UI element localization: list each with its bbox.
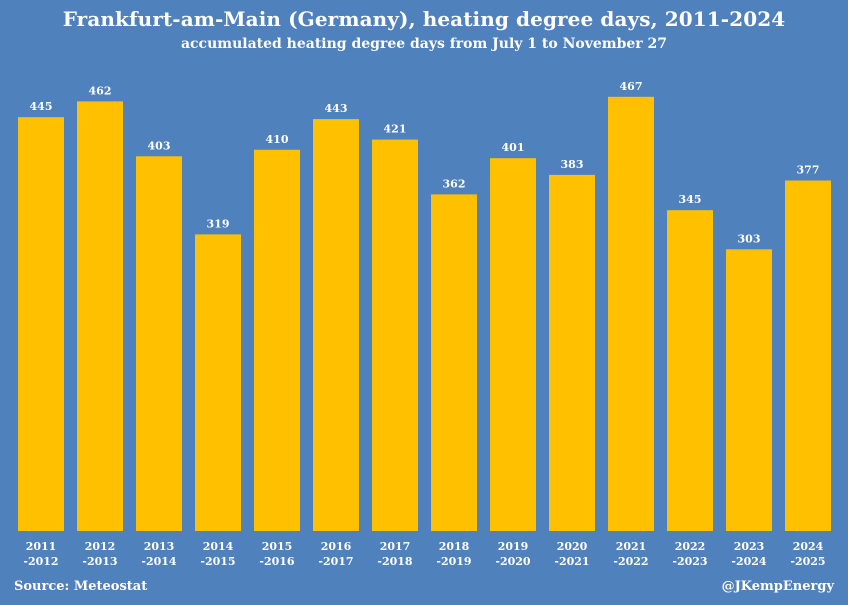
x-tick-label-2018: 2018 -2019 — [436, 540, 471, 568]
bar-2022 — [667, 210, 713, 531]
bar-2017 — [372, 139, 418, 531]
data-label-2021: 467 — [620, 80, 643, 93]
chart-title: Frankfurt-am-Main (Germany), heating deg… — [62, 7, 786, 31]
chart-subtitle: accumulated heating degree days from Jul… — [180, 36, 668, 52]
data-label-2018: 362 — [443, 177, 466, 190]
x-tick-label-2015: 2015 -2016 — [259, 540, 295, 568]
data-label-2023: 303 — [738, 232, 761, 245]
data-label-2014: 319 — [207, 217, 230, 230]
bar-2021 — [608, 96, 654, 532]
data-label-2013: 403 — [148, 139, 171, 152]
source-note: Source: Meteostat — [14, 579, 148, 594]
x-tick-label-2014: 2014 -2015 — [200, 540, 235, 568]
bar-2020 — [549, 174, 595, 531]
data-label-2019: 401 — [502, 141, 525, 154]
x-tick-label-2011: 2011 -2012 — [23, 540, 58, 568]
x-tick-label-2021: 2021 -2022 — [613, 540, 648, 568]
x-tick-label-2017: 2017 -2018 — [377, 540, 413, 568]
data-label-2016: 443 — [325, 102, 348, 115]
x-tick-label-2020: 2020 -2021 — [554, 540, 589, 568]
data-label-2017: 421 — [384, 123, 407, 136]
data-label-2011: 445 — [30, 100, 53, 113]
bar-2012 — [77, 101, 123, 532]
bar-2024 — [785, 180, 831, 531]
x-tick-label-2016: 2016 -2017 — [318, 540, 353, 568]
data-label-2015: 410 — [266, 133, 289, 146]
data-label-2022: 345 — [679, 193, 702, 206]
data-label-2020: 383 — [561, 158, 584, 171]
x-tick-label-2019: 2019 -2020 — [495, 540, 531, 568]
bar-2011 — [18, 117, 64, 531]
author-credit: @JKempEnergy — [721, 579, 834, 594]
data-label-2012: 462 — [89, 84, 112, 97]
bar-2019 — [490, 158, 536, 531]
bar-2013 — [136, 156, 182, 532]
x-tick-label-2023: 2023 -2024 — [731, 540, 767, 568]
x-tick-label-2022: 2022 -2023 — [672, 540, 707, 568]
x-tick-label-2012: 2012 -2013 — [82, 540, 117, 568]
bar-2014 — [195, 234, 241, 531]
data-label-2024: 377 — [797, 164, 820, 177]
bar-2015 — [254, 149, 300, 532]
bar-2023 — [726, 249, 772, 532]
bar-2016 — [313, 119, 359, 531]
bar-2018 — [431, 194, 477, 531]
x-tick-label-2024: 2024 -2025 — [790, 540, 825, 568]
x-tick-label-2013: 2013 -2014 — [141, 540, 177, 568]
